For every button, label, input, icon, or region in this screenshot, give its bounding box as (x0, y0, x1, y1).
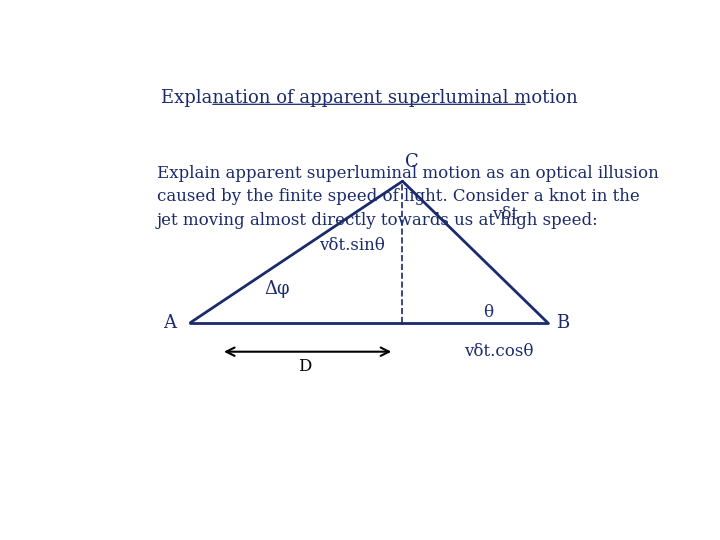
Text: A: A (163, 314, 176, 332)
Text: B: B (556, 314, 570, 332)
Text: vδt.cosθ: vδt.cosθ (464, 343, 534, 360)
Text: vδt: vδt (492, 206, 518, 223)
Text: Δφ: Δφ (264, 280, 289, 298)
Text: Explain apparent superluminal motion as an optical illusion
caused by the finite: Explain apparent superluminal motion as … (157, 165, 659, 228)
Text: vδt.sinθ: vδt.sinθ (320, 237, 385, 254)
Text: Explanation of apparent superluminal motion: Explanation of apparent superluminal mot… (161, 89, 577, 107)
Text: C: C (405, 153, 419, 171)
Text: D: D (298, 358, 312, 375)
Text: θ: θ (483, 303, 493, 321)
